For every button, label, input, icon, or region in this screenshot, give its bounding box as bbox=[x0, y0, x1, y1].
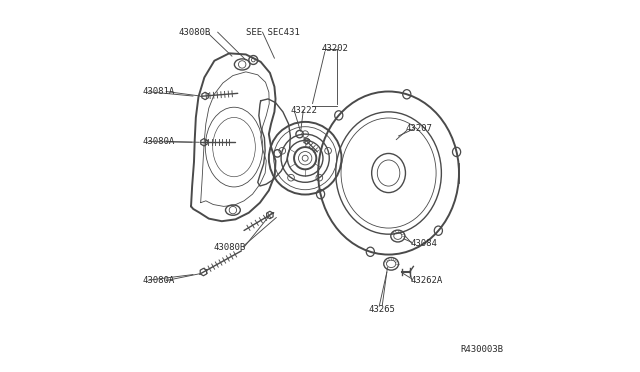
Text: 43207: 43207 bbox=[405, 124, 432, 133]
Text: 43080A: 43080A bbox=[142, 276, 174, 285]
Text: 43081A: 43081A bbox=[142, 87, 174, 96]
Text: 43080B: 43080B bbox=[179, 28, 211, 37]
Text: 43222: 43222 bbox=[291, 106, 317, 115]
Text: 43265: 43265 bbox=[369, 305, 396, 314]
Text: 43202: 43202 bbox=[322, 44, 349, 53]
Text: 43084: 43084 bbox=[411, 239, 438, 248]
Text: 43080B: 43080B bbox=[214, 243, 246, 251]
Text: 43262A: 43262A bbox=[411, 276, 443, 285]
Text: 43080A: 43080A bbox=[142, 137, 174, 146]
Text: R430003B: R430003B bbox=[461, 344, 504, 353]
Text: SEE SEC431: SEE SEC431 bbox=[246, 28, 300, 37]
